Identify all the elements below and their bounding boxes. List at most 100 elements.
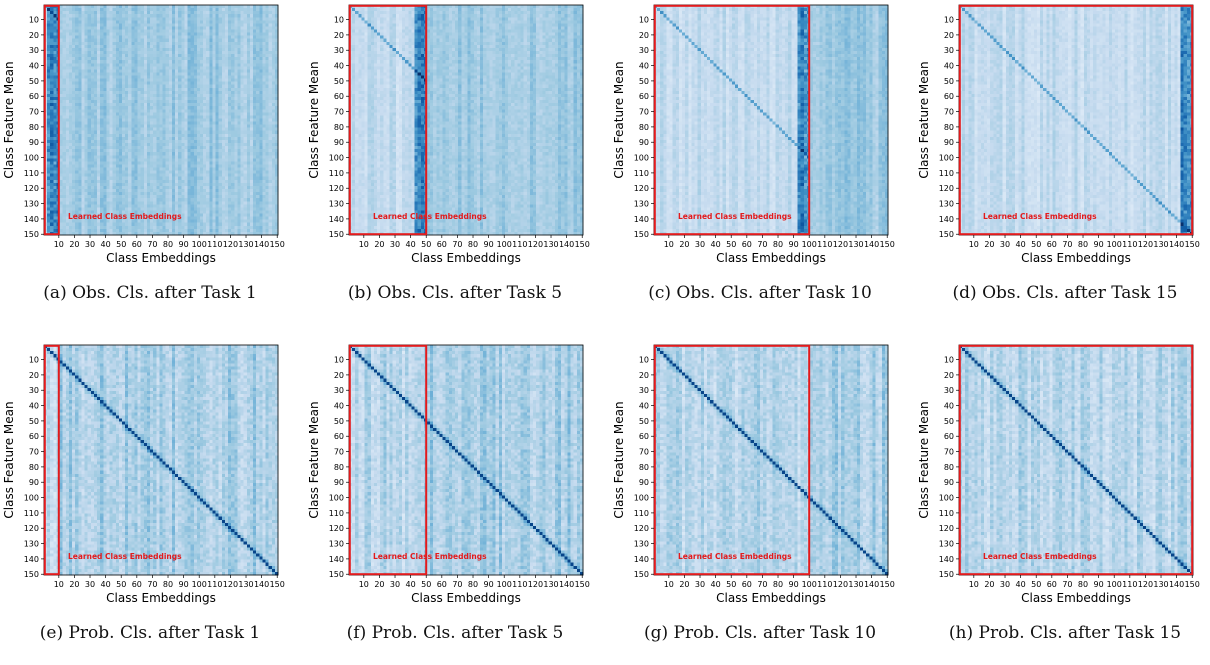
heatmap-cell [47, 149, 51, 153]
heatmap-cell [253, 75, 257, 79]
heatmap-cell [224, 161, 229, 165]
heatmap-cell [218, 195, 223, 199]
heatmap-cell [137, 149, 142, 153]
heatmap-cell [209, 170, 213, 175]
heatmap-cell [93, 41, 98, 46]
heatmap-cell [59, 204, 64, 208]
heatmap-cell [62, 121, 67, 125]
heatmap-cell [122, 130, 126, 135]
heatmap-cell [150, 47, 154, 52]
heatmap-cell [253, 195, 257, 199]
heatmap-cell [122, 100, 126, 104]
heatmap-cell [78, 57, 82, 61]
heatmap-cell [100, 78, 104, 83]
heatmap-cell [187, 152, 191, 156]
heatmap-cell [156, 87, 160, 92]
heatmap-cell [106, 176, 110, 181]
heatmap-cell [212, 124, 216, 129]
heatmap-cell [97, 44, 101, 49]
heatmap-cell [171, 182, 176, 187]
heatmap-cell [53, 195, 57, 199]
heatmap-cell [93, 84, 98, 89]
heatmap-cell [249, 29, 254, 33]
heatmap-cell [268, 164, 273, 168]
heatmap-cell [246, 93, 251, 98]
heatmap-cell [109, 47, 113, 52]
heatmap-cell [131, 152, 135, 156]
heatmap-cell [162, 133, 167, 138]
heatmap-cell [184, 192, 188, 196]
heatmap-cell [50, 14, 54, 18]
heatmap-cell [109, 60, 113, 64]
heatmap-cell [231, 158, 235, 162]
heatmap-cell [128, 189, 132, 193]
heatmap-cell [106, 167, 110, 171]
heatmap-cell [184, 176, 188, 181]
heatmap-cell [159, 207, 163, 211]
heatmap-cell [53, 69, 57, 73]
heatmap-cell [271, 155, 276, 159]
heatmap-cell [115, 20, 120, 24]
heatmap-cell [125, 72, 129, 76]
heatmap-cell [246, 35, 251, 40]
heatmap-cell [165, 69, 170, 73]
heatmap-cell [274, 90, 279, 95]
heatmap-cell [218, 136, 223, 141]
heatmap-cell [168, 118, 173, 122]
heatmap-cell [72, 152, 76, 156]
heatmap-cell [97, 60, 101, 64]
heatmap-cell [231, 20, 235, 24]
heatmap-cell [184, 38, 188, 43]
heatmap-cell [87, 130, 92, 135]
heatmap-cell [150, 29, 154, 33]
heatmap-cell [165, 109, 170, 113]
heatmap-cell [224, 38, 229, 43]
heatmap-cell [146, 161, 151, 165]
heatmap-cell [168, 201, 173, 205]
heatmap-cell [249, 75, 254, 79]
heatmap-cell [196, 35, 201, 40]
heatmap-cell [265, 133, 269, 138]
heatmap-cell [137, 173, 142, 178]
heatmap-cell [200, 20, 204, 24]
heatmap-cell [175, 14, 179, 18]
heatmap-cell [68, 195, 73, 199]
heatmap-cell [218, 167, 223, 171]
heatmap-cell [122, 90, 126, 95]
heatmap-cell [274, 87, 279, 92]
heatmap-cell [190, 75, 195, 79]
heatmap-cell [153, 189, 157, 193]
heatmap-cell [240, 201, 245, 205]
heatmap-cell [159, 54, 163, 58]
heatmap-cell [103, 173, 107, 178]
heatmap-cell [75, 112, 79, 116]
heatmap-cell [274, 44, 279, 49]
heatmap-cell [118, 63, 123, 67]
heatmap-cell [87, 81, 92, 86]
heatmap-cell [153, 93, 157, 98]
heatmap-cell [221, 32, 226, 37]
heatmap-cell [100, 60, 104, 64]
heatmap-cell [137, 29, 142, 33]
heatmap-cell [187, 182, 191, 187]
heatmap-cell [221, 118, 226, 122]
heatmap-cell [140, 84, 145, 89]
heatmap-cell [190, 130, 195, 135]
heatmap-cell [196, 106, 201, 110]
heatmap-cell [193, 164, 198, 168]
heatmap-cell [221, 127, 226, 132]
heatmap-cell [125, 90, 129, 95]
heatmap-cell [215, 35, 220, 40]
heatmap-cell [246, 130, 251, 135]
heatmap-cell [271, 47, 276, 52]
heatmap-cell [268, 161, 273, 165]
heatmap-cell [168, 182, 173, 187]
heatmap-cell [118, 115, 123, 119]
heatmap-cell [47, 109, 51, 113]
heatmap-cell [175, 38, 179, 43]
heatmap-cell [187, 87, 191, 92]
heatmap-cell [178, 179, 182, 184]
heatmap-cell [125, 201, 129, 205]
heatmap-cell [178, 127, 182, 132]
heatmap-cell [137, 41, 142, 46]
